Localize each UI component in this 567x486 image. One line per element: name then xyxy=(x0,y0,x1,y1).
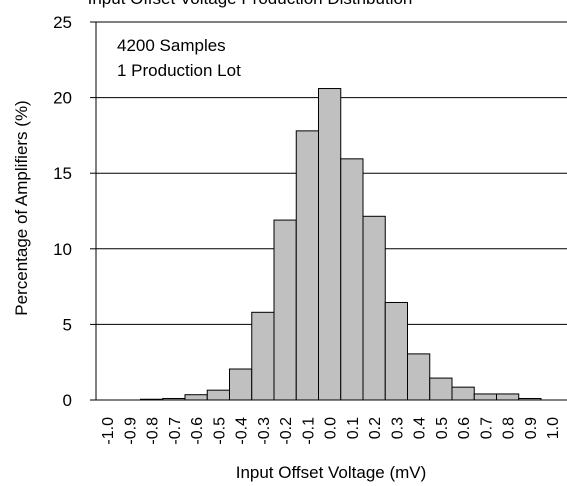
x-tick-label: 0.9 xyxy=(523,417,540,439)
y-tick-label: 15 xyxy=(53,164,72,183)
x-tick-label: -0.3 xyxy=(256,417,273,445)
bar xyxy=(251,311,275,401)
x-tick-label: -0.2 xyxy=(278,417,295,445)
x-tick-label: 0.5 xyxy=(434,417,451,439)
annotation-line-1: 4200 Samples xyxy=(117,36,226,55)
plot-frame xyxy=(95,21,567,401)
chart-title-partial: Input Offset Voltage Production Distribu… xyxy=(88,0,413,8)
x-tick-label: 0.8 xyxy=(501,417,518,439)
x-axis: -1.0 -0.9 -0.8 -0.7 -0.6 -0.5 -0.4 -0.3 -0.2 -0.1… xyxy=(100,417,562,445)
x-tick-label: 0.6 xyxy=(456,417,473,439)
bar xyxy=(496,393,520,401)
bar xyxy=(273,219,297,401)
x-tick-label: -0.8 xyxy=(145,417,162,445)
y-tick-label: 25 xyxy=(53,13,72,32)
x-tick-label: 0.1 xyxy=(345,417,362,439)
bar xyxy=(384,301,408,401)
y-tick-label: 20 xyxy=(53,89,72,108)
bar xyxy=(429,377,453,401)
bar xyxy=(206,389,230,401)
x-tick-label: -0.6 xyxy=(189,417,206,445)
x-tick-label: 0.3 xyxy=(389,417,406,439)
y-tick-label: 5 xyxy=(63,315,72,334)
x-tick-label: 0.0 xyxy=(323,417,340,439)
x-tick-label: 0.4 xyxy=(412,417,429,439)
x-tick-label: 0.2 xyxy=(367,417,384,439)
bar xyxy=(318,88,342,401)
x-tick-label: 1.0 xyxy=(545,417,562,439)
bar xyxy=(340,158,364,401)
x-tick-label: -0.9 xyxy=(122,417,139,445)
y-tick-label: 10 xyxy=(53,240,72,259)
bar xyxy=(295,130,319,401)
x-tick-label: -0.7 xyxy=(167,417,184,445)
x-tick-label: -0.5 xyxy=(211,417,228,445)
y-axis-label: Percentage of Amplifiers (%) xyxy=(12,100,31,315)
x-tick-label: 0.7 xyxy=(478,417,495,439)
bars xyxy=(140,88,542,401)
x-axis-label: Input Offset Voltage (mV) xyxy=(236,463,427,482)
bar xyxy=(229,368,253,401)
bar xyxy=(184,394,208,401)
bar xyxy=(451,386,475,401)
bar xyxy=(407,353,431,401)
x-tick-label: -0.4 xyxy=(234,417,251,445)
y-axis: 0 5 10 15 20 25 xyxy=(53,13,96,410)
y-tick-label: 0 xyxy=(63,391,72,410)
bar xyxy=(362,215,386,401)
annotation-line-2: 1 Production Lot xyxy=(117,61,241,80)
x-tick-label: -0.1 xyxy=(300,417,317,445)
bar xyxy=(473,393,497,401)
x-tick-label: -1.0 xyxy=(100,417,117,445)
